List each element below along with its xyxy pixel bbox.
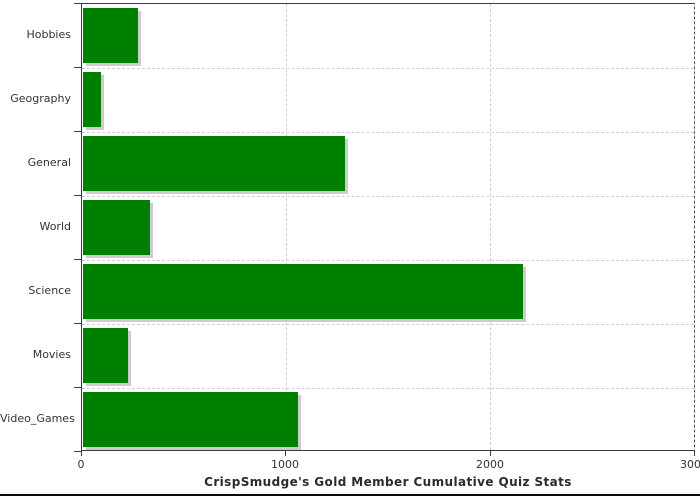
- x-axis-tick-label-1000: 1000: [271, 458, 299, 471]
- bar-science: [83, 264, 523, 319]
- bar-band-geography: [83, 68, 694, 132]
- bar-general: [83, 136, 346, 191]
- bar-movies: [83, 328, 128, 383]
- plot-area: [81, 3, 695, 451]
- vertical-gridline: [694, 4, 695, 450]
- y-axis-label-general: General: [27, 156, 71, 169]
- x-axis-tick: [694, 451, 695, 456]
- y-axis-tick: [74, 259, 81, 260]
- bar-band-hobbies: [83, 4, 694, 68]
- horizontal-gridline: [82, 196, 694, 197]
- bar-video_games: [83, 392, 299, 447]
- bar-band-video_games: [83, 388, 694, 452]
- x-axis-tick-label-3000: 3000: [680, 458, 700, 471]
- y-axis-label-science: Science: [28, 284, 71, 297]
- y-axis-label-video_games: Video_Games: [0, 412, 75, 425]
- y-axis-tick: [74, 451, 81, 452]
- bar-world: [83, 200, 151, 255]
- vertical-gridline: [490, 4, 491, 450]
- bottom-border-line: [0, 494, 700, 496]
- x-axis-tick: [490, 451, 491, 456]
- y-axis-label-movies: Movies: [32, 348, 71, 361]
- horizontal-gridline: [82, 388, 694, 389]
- x-axis-tick: [285, 451, 286, 456]
- y-axis-tick: [74, 131, 81, 132]
- bar-band-world: [83, 196, 694, 260]
- y-axis-label-geography: Geography: [10, 92, 71, 105]
- horizontal-gridline: [82, 324, 694, 325]
- bar-band-movies: [83, 324, 694, 388]
- y-axis-label-world: World: [39, 220, 71, 233]
- horizontal-gridline: [82, 260, 694, 261]
- x-axis-tick-label-0: 0: [77, 458, 85, 471]
- y-axis-tick: [74, 67, 81, 68]
- chart-title: CrispSmudge's Gold Member Cumulative Qui…: [204, 475, 572, 489]
- y-axis-tick: [74, 195, 81, 196]
- bar-band-general: [83, 132, 694, 196]
- y-axis-tick: [74, 323, 81, 324]
- y-axis-tick: [74, 387, 81, 388]
- y-axis-label-hobbies: Hobbies: [26, 28, 71, 41]
- bar-geography: [83, 72, 102, 127]
- y-axis-tick: [74, 3, 81, 4]
- horizontal-gridline: [82, 68, 694, 69]
- bar-band-science: [83, 260, 694, 324]
- horizontal-gridline: [82, 132, 694, 133]
- vertical-gridline: [286, 4, 287, 450]
- x-axis-tick: [81, 451, 82, 456]
- x-axis-tick-label-2000: 2000: [476, 458, 504, 471]
- bar-hobbies: [83, 8, 139, 63]
